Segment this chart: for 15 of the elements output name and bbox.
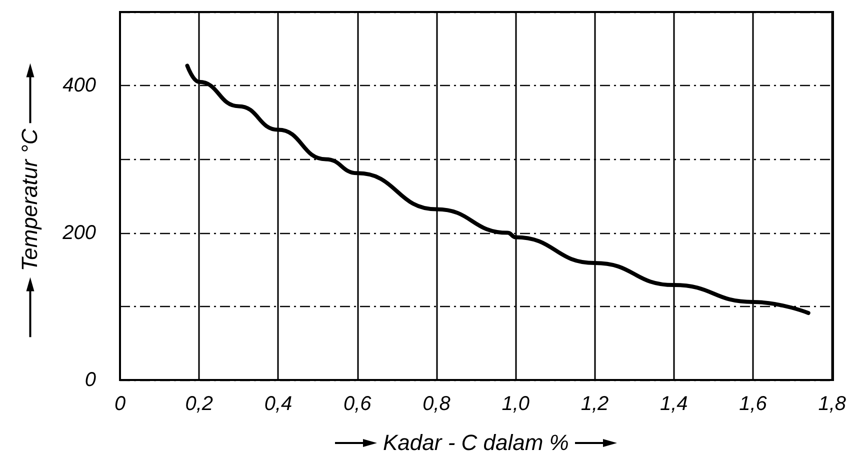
- x-tick-label: 0,6: [343, 393, 372, 415]
- x-tick-label: 1,4: [660, 393, 688, 415]
- x-tick-label: 1,8: [818, 393, 846, 415]
- y-tick-label: 0: [84, 369, 96, 391]
- x-tick-label: 1,2: [580, 393, 609, 415]
- x-tick-label: 0,4: [264, 393, 292, 415]
- x-tick-label: 0,2: [185, 393, 214, 415]
- x-tick-label: 0: [114, 393, 126, 415]
- x-tick-label: 1,0: [502, 393, 530, 415]
- x-tick-label: 0,8: [422, 393, 450, 415]
- y-axis-title: Temperatur °C: [17, 128, 44, 272]
- y-tick-label: 400: [62, 74, 96, 97]
- x-axis-title: Kadar - C dalam %: [383, 430, 569, 456]
- y-tick-label: 200: [62, 222, 96, 244]
- x-tick-label: 1,6: [739, 393, 768, 415]
